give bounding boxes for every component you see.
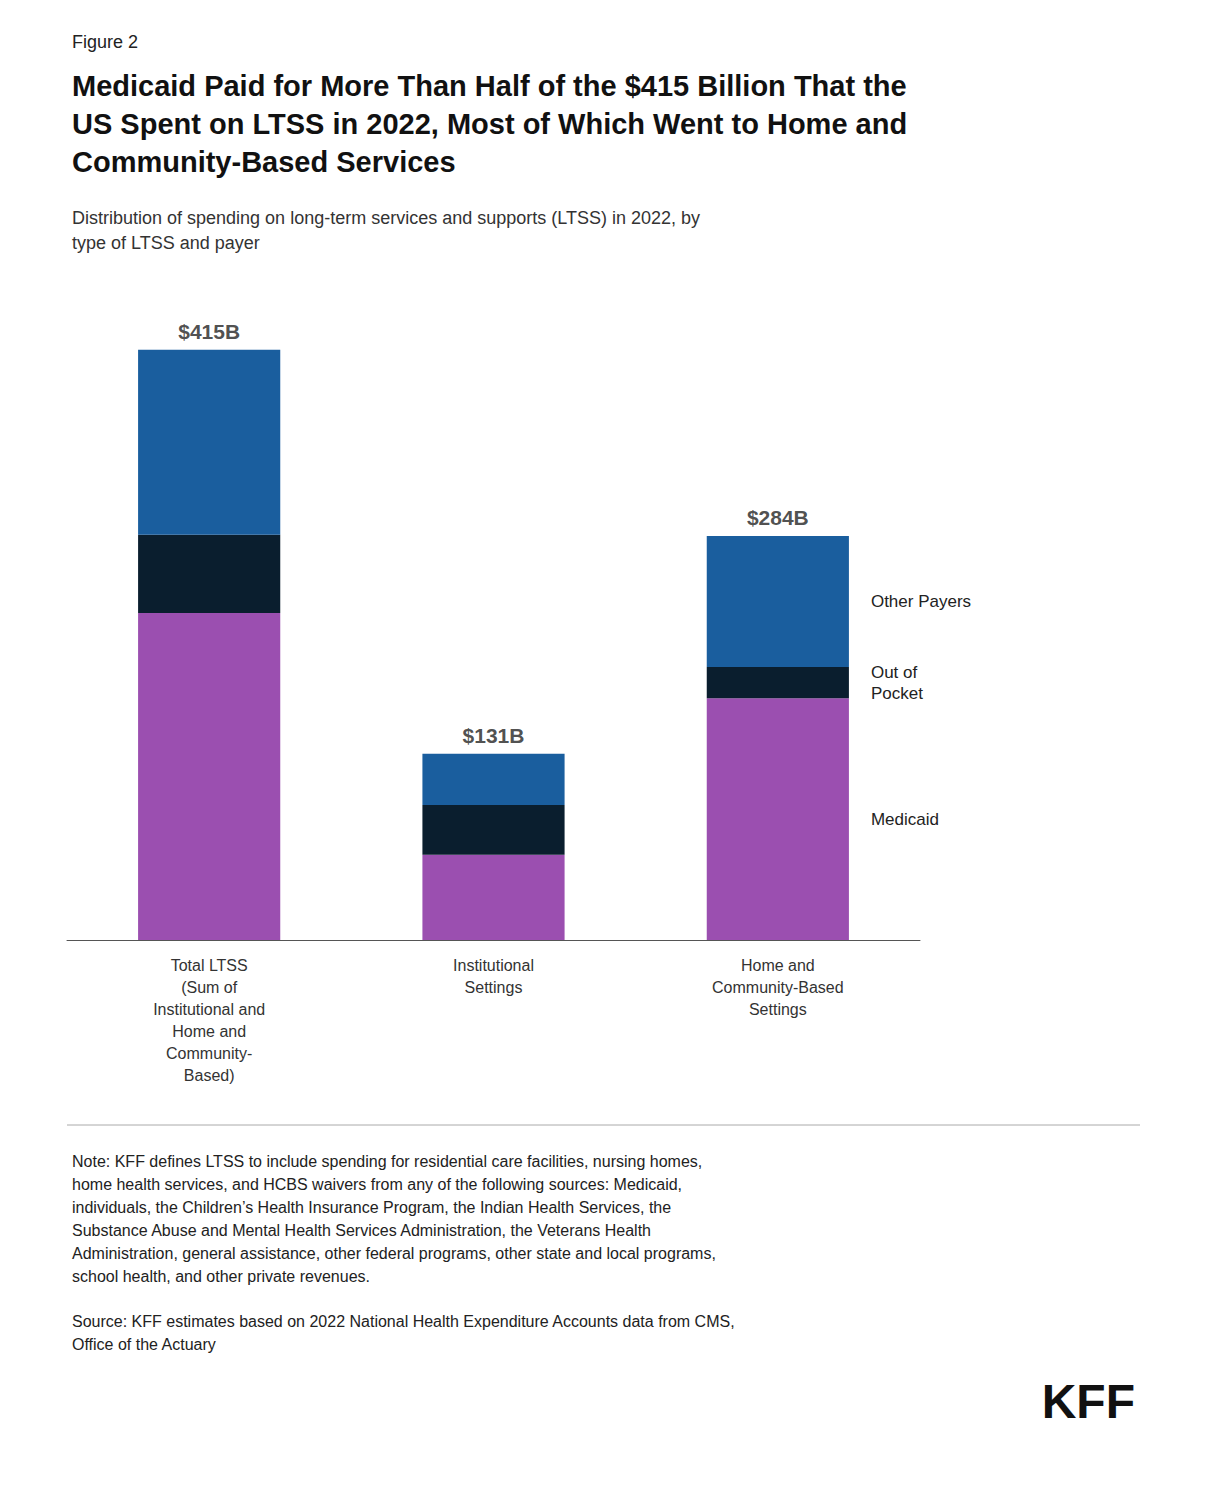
svg-text:Distribution of spending on lo: Distribution of spending on long-term se…: [72, 208, 700, 228]
svg-text:Figure 2: Figure 2: [72, 32, 138, 52]
svg-text:Home and: Home and: [172, 1023, 246, 1040]
svg-text:type of LTSS and payer: type of LTSS and payer: [72, 233, 260, 253]
svg-text:Out of: Out of: [871, 663, 918, 682]
svg-text:Note: KFF defines LTSS to incl: Note: KFF defines LTSS to include spendi…: [72, 1153, 702, 1170]
svg-text:Pocket: Pocket: [871, 684, 923, 703]
svg-text:home health services, and HCBS: home health services, and HCBS waivers f…: [72, 1176, 682, 1193]
svg-text:Source: KFF estimates based on: Source: KFF estimates based on 2022 Nati…: [72, 1313, 735, 1330]
svg-text:Based): Based): [184, 1067, 235, 1084]
svg-text:$415B: $415B: [178, 320, 240, 343]
svg-text:Community-Based Services: Community-Based Services: [72, 146, 456, 178]
svg-text:Community-Based: Community-Based: [712, 979, 844, 996]
svg-text:Settings: Settings: [465, 979, 523, 996]
svg-text:$131B: $131B: [463, 724, 525, 747]
svg-text:Medicaid: Medicaid: [871, 810, 939, 829]
svg-text:Total LTSS: Total LTSS: [171, 957, 248, 974]
svg-text:individuals, the Children’s He: individuals, the Children’s Health Insur…: [72, 1199, 671, 1216]
svg-text:US Spent on LTSS in 2022, Most: US Spent on LTSS in 2022, Most of Which …: [72, 108, 907, 140]
svg-text:Community-: Community-: [166, 1045, 252, 1062]
svg-text:Office of the Actuary: Office of the Actuary: [72, 1336, 216, 1353]
svg-text:Substance Abuse and Mental Hea: Substance Abuse and Mental Health Servic…: [72, 1222, 651, 1239]
svg-text:Institutional: Institutional: [453, 957, 534, 974]
svg-text:Administration, general assist: Administration, general assistance, othe…: [72, 1245, 716, 1262]
svg-text:Medicaid Paid for More Than Ha: Medicaid Paid for More Than Half of the …: [72, 70, 907, 102]
svg-text:$284B: $284B: [747, 506, 809, 529]
svg-text:Institutional and: Institutional and: [153, 1001, 265, 1018]
svg-text:(Sum of: (Sum of: [181, 979, 238, 996]
svg-text:Other Payers: Other Payers: [871, 592, 971, 611]
svg-text:Home and: Home and: [741, 957, 815, 974]
svg-text:school health, and other priva: school health, and other private revenue…: [72, 1268, 370, 1285]
svg-text:KFF: KFF: [1042, 1375, 1135, 1428]
svg-text:Settings: Settings: [749, 1001, 807, 1018]
